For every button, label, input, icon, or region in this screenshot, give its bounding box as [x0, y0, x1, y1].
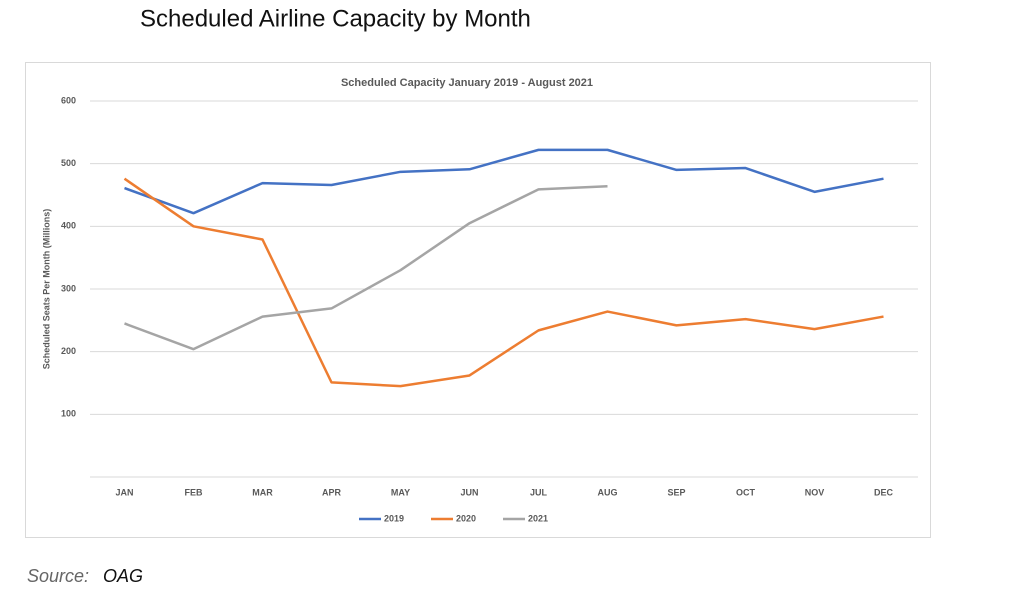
legend-label: 2019 [384, 513, 404, 523]
x-tick-label: OCT [736, 487, 756, 497]
page-title: Scheduled Airline Capacity by Month [140, 5, 531, 32]
series-line [124, 148, 884, 215]
x-tick-label: SEP [667, 487, 685, 497]
y-axis-label: Scheduled Seats Per Month (Millions) [41, 209, 51, 370]
series-line [124, 184, 608, 351]
x-tick-label: MAY [391, 487, 410, 497]
series-line [123, 177, 884, 388]
x-tick-label: NOV [805, 487, 825, 497]
chart-title: Scheduled Capacity January 2019 - August… [341, 77, 593, 89]
y-tick-label: 100 [61, 409, 76, 419]
y-tick-label: 300 [61, 283, 76, 293]
y-tick-label: 200 [61, 346, 76, 356]
legend-label: 2020 [456, 513, 476, 523]
x-tick-label: MAR [252, 487, 273, 497]
y-tick-label: 400 [61, 221, 76, 231]
x-tick-label: FEB [185, 487, 204, 497]
x-tick-label: DEC [874, 487, 894, 497]
x-tick-label: JUN [460, 487, 478, 497]
legend-label: 2021 [528, 513, 548, 523]
y-tick-label: 600 [61, 95, 76, 105]
x-tick-label: APR [322, 487, 342, 497]
source-name: OAG [103, 566, 143, 586]
x-tick-label: JUL [530, 487, 548, 497]
source-label: Source: [27, 566, 89, 586]
x-tick-label: AUG [598, 487, 618, 497]
x-tick-label: JAN [115, 487, 133, 497]
chart-frame [25, 62, 931, 538]
y-tick-label: 500 [61, 158, 76, 168]
